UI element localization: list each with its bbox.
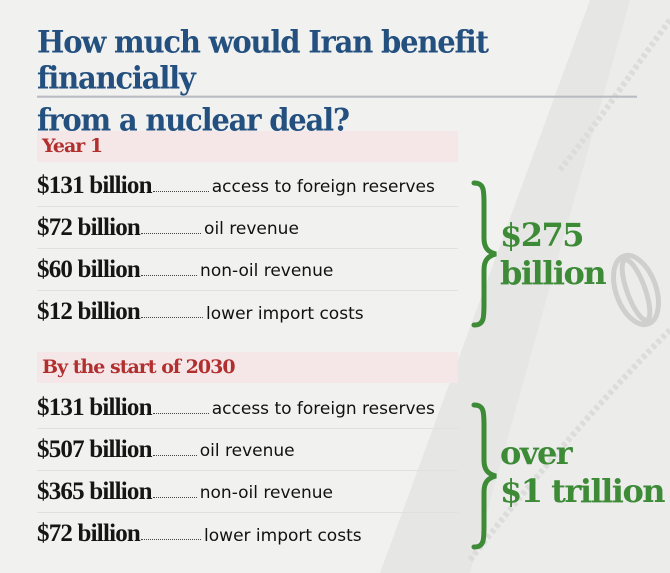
total-2030: over $1 trillion — [500, 434, 666, 510]
leader-dots — [141, 538, 202, 540]
leader-dots — [152, 412, 209, 414]
category-label: oil revenue — [204, 219, 299, 239]
category-label: non-oil revenue — [200, 261, 334, 281]
total-line-2: $1 trillion — [500, 472, 666, 510]
amount: $60 billion — [37, 255, 141, 283]
title-line-1: How much would Iran benefit financially — [37, 24, 637, 98]
table-row: $131 billion access to foreign reserves — [37, 165, 458, 207]
amount: $507 billion — [37, 435, 153, 463]
emblem-icon — [611, 252, 661, 328]
section-header-year-1: Year 1 — [37, 131, 458, 162]
category-label: lower import costs — [206, 303, 364, 324]
curly-brace-icon — [471, 180, 497, 328]
total-line-2: billion — [500, 254, 607, 292]
table-row: $60 billion non-oil revenue — [37, 249, 458, 291]
amount: $72 billion — [37, 520, 141, 547]
category-label: non-oil revenue — [199, 483, 334, 503]
category-label: oil revenue — [199, 441, 295, 461]
page-title: How much would Iran benefit financially … — [37, 24, 637, 143]
leader-dots — [152, 190, 209, 192]
category-label: access to foreign reserves — [211, 177, 435, 197]
table-row: $131 billion access to foreign reserves — [37, 387, 458, 429]
leader-dots — [141, 232, 202, 234]
amount: $131 billion — [37, 171, 153, 199]
amount: $365 billion — [37, 477, 153, 505]
leader-dots — [141, 316, 204, 318]
section-header-2030: By the start of 2030 — [37, 352, 458, 383]
leader-dots — [152, 496, 197, 498]
total-year-1: $275 billion — [500, 216, 607, 292]
amount: $72 billion — [37, 213, 141, 241]
leader-dots — [152, 454, 197, 456]
category-label: lower import costs — [204, 525, 362, 546]
total-line-1: over — [500, 434, 573, 472]
amount: $131 billion — [37, 393, 153, 421]
category-label: access to foreign reserves — [211, 399, 435, 419]
leader-dots — [141, 274, 198, 276]
curly-brace-icon — [471, 402, 497, 550]
total-line-1: $275 — [500, 216, 585, 254]
table-row: $12 billion lower import costs — [37, 291, 458, 333]
table-row: $72 billion lower import costs — [37, 513, 458, 555]
table-row: $365 billion non-oil revenue — [37, 471, 458, 513]
amount: $12 billion — [37, 298, 141, 325]
table-row: $72 billion oil revenue — [37, 207, 458, 249]
table-row: $507 billion oil revenue — [37, 429, 458, 471]
